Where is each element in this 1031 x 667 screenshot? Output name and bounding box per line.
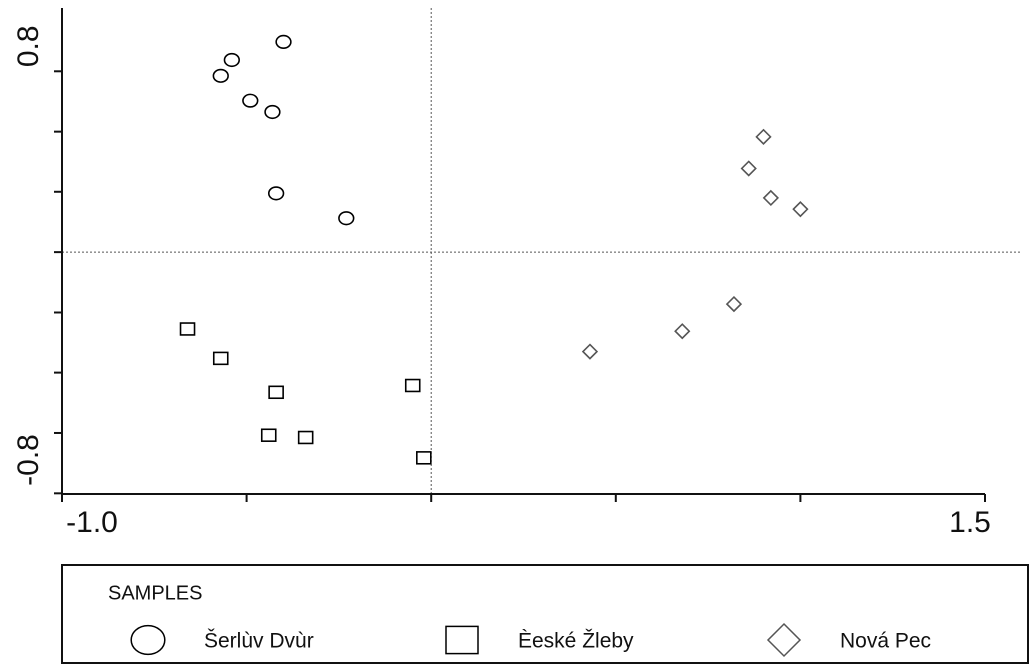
legend-marker	[766, 622, 802, 658]
legend-label: Nová Pec	[840, 630, 931, 653]
point	[762, 189, 779, 207]
legend-label: Šerlùv Dvùr	[204, 630, 314, 653]
y-tick-label: -0.8	[12, 434, 45, 486]
point	[242, 93, 259, 108]
point	[581, 343, 599, 360]
point	[338, 211, 355, 226]
legend-marker	[130, 624, 166, 656]
point	[268, 385, 284, 400]
point	[674, 323, 691, 340]
point	[275, 34, 292, 50]
point	[740, 160, 757, 177]
x-tick-label: 1.5	[949, 506, 991, 539]
point	[260, 428, 277, 442]
legend-title: SAMPLES	[108, 582, 202, 604]
x-tick-label: -1.0	[66, 506, 118, 539]
point	[264, 104, 281, 120]
point	[267, 186, 285, 201]
point	[725, 295, 743, 313]
point	[755, 128, 772, 145]
point	[212, 351, 229, 366]
y-tick-label: 0.8	[12, 25, 45, 67]
legend-box	[61, 564, 1029, 664]
point	[297, 430, 314, 445]
point	[416, 451, 432, 465]
point	[179, 322, 196, 336]
point	[792, 201, 809, 218]
point	[223, 52, 240, 68]
legend-label: Èeské Žleby	[518, 630, 634, 653]
point	[212, 68, 229, 83]
point	[404, 378, 421, 393]
legend-marker	[445, 625, 479, 655]
